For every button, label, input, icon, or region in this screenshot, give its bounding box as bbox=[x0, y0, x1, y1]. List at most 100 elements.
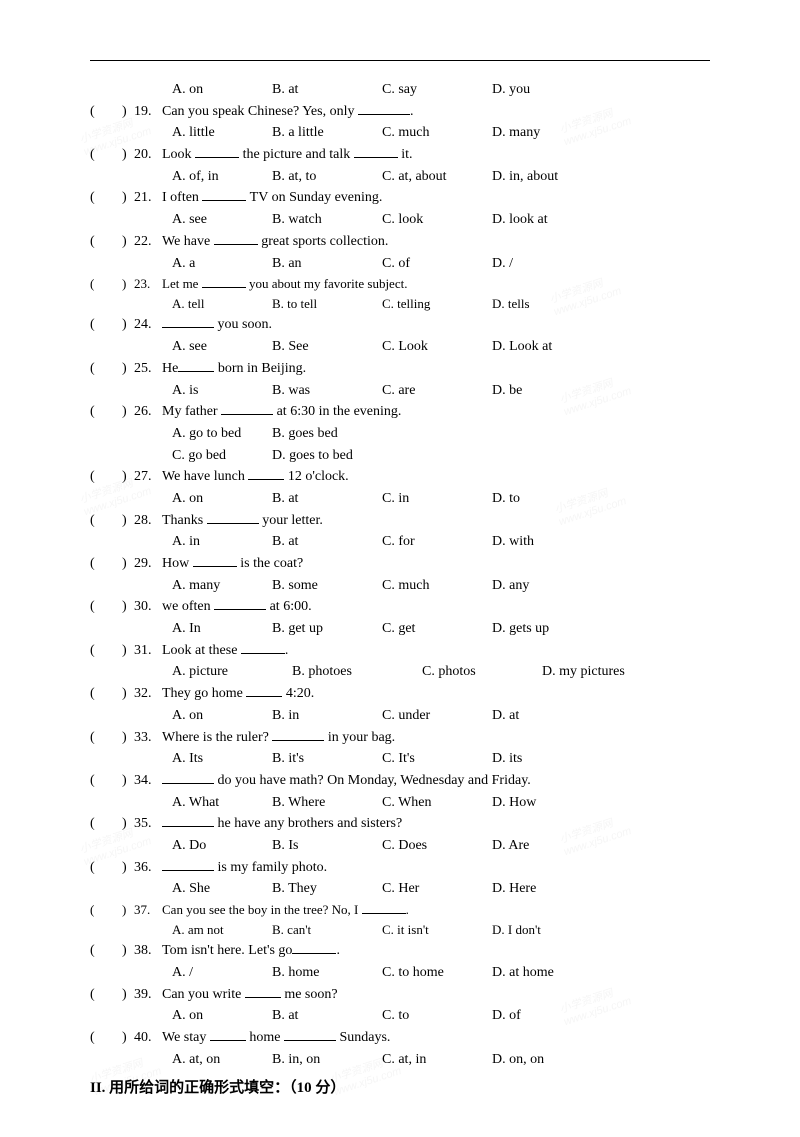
paren-right: ) bbox=[122, 940, 134, 962]
question-number: 30. bbox=[134, 596, 162, 618]
option: C. under bbox=[382, 705, 492, 727]
paren-right: ) bbox=[122, 187, 134, 209]
option: C. it isn't bbox=[382, 920, 492, 940]
option: A. picture bbox=[172, 661, 292, 683]
question-text: Can you speak Chinese? Yes, only . bbox=[162, 101, 710, 123]
paren-right: ) bbox=[122, 857, 134, 879]
paren-left: ( bbox=[90, 466, 98, 488]
options-row: A. DoB. IsC. DoesD. Are bbox=[90, 835, 710, 857]
options-row: A. aB. anC. ofD. / bbox=[90, 253, 710, 275]
question-row: () 19.Can you speak Chinese? Yes, only . bbox=[90, 101, 710, 123]
question-number: 19. bbox=[134, 101, 162, 123]
options-row: A. InB. get upC. getD. gets up bbox=[90, 618, 710, 640]
option: B. Where bbox=[272, 792, 382, 814]
question-number: 39. bbox=[134, 984, 162, 1006]
option: B. watch bbox=[272, 209, 382, 231]
question-text: I often TV on Sunday evening. bbox=[162, 187, 710, 209]
question-text: He born in Beijing. bbox=[162, 358, 710, 380]
option: A. many bbox=[172, 575, 272, 597]
option: D. tells bbox=[492, 294, 592, 314]
option: C. It's bbox=[382, 748, 492, 770]
paren-right: ) bbox=[122, 1027, 134, 1049]
option: D. I don't bbox=[492, 920, 592, 940]
option: C. much bbox=[382, 575, 492, 597]
question-number: 34. bbox=[134, 770, 162, 792]
question-text: he have any brothers and sisters? bbox=[162, 813, 710, 835]
paren-left: ( bbox=[90, 553, 98, 575]
opt-d: D. you bbox=[492, 79, 592, 101]
question-number: 31. bbox=[134, 640, 162, 662]
option: B. home bbox=[272, 962, 382, 984]
question-row: () 21.I often TV on Sunday evening. bbox=[90, 187, 710, 209]
option: D. my pictures bbox=[542, 661, 672, 683]
option: A. In bbox=[172, 618, 272, 640]
question-row: () 25.He born in Beijing. bbox=[90, 358, 710, 380]
option: C. Look bbox=[382, 336, 492, 358]
option: B. at bbox=[272, 1005, 382, 1027]
question-text: is my family photo. bbox=[162, 857, 710, 879]
question-text: Thanks your letter. bbox=[162, 510, 710, 532]
options-row: A. tellB. to tellC. tellingD. tells bbox=[90, 294, 710, 314]
question-text: Can you see the boy in the tree? No, I . bbox=[162, 900, 710, 920]
question-text: We have lunch 12 o'clock. bbox=[162, 466, 710, 488]
question-row: () 35. he have any brothers and sisters? bbox=[90, 813, 710, 835]
option: A. tell bbox=[172, 294, 272, 314]
option: C. Does bbox=[382, 835, 492, 857]
option: D. / bbox=[492, 253, 592, 275]
question-row: () 28.Thanks your letter. bbox=[90, 510, 710, 532]
paren-right: ) bbox=[122, 144, 134, 166]
option: C. at, about bbox=[382, 166, 492, 188]
options-row: A. onB. atC. toD. of bbox=[90, 1005, 710, 1027]
option: C. for bbox=[382, 531, 492, 553]
option: B. an bbox=[272, 253, 382, 275]
question-number: 20. bbox=[134, 144, 162, 166]
option: A. little bbox=[172, 122, 272, 144]
options-row: A. seeB. watchC. lookD. look at bbox=[90, 209, 710, 231]
option: C. at, in bbox=[382, 1049, 492, 1071]
option: D. its bbox=[492, 748, 592, 770]
question-text: My father at 6:30 in the evening. bbox=[162, 401, 710, 423]
opt-c: C. say bbox=[382, 79, 492, 101]
option: B. in bbox=[272, 705, 382, 727]
question-row: () 36. is my family photo. bbox=[90, 857, 710, 879]
question-text: Look at these . bbox=[162, 640, 710, 662]
paren-left: ( bbox=[90, 144, 98, 166]
option: D. to bbox=[492, 488, 592, 510]
paren-left: ( bbox=[90, 274, 98, 294]
question-number: 27. bbox=[134, 466, 162, 488]
question-number: 29. bbox=[134, 553, 162, 575]
paren-left: ( bbox=[90, 231, 98, 253]
paren-left: ( bbox=[90, 640, 98, 662]
question-text: Where is the ruler? in your bag. bbox=[162, 727, 710, 749]
option: A. on bbox=[172, 705, 272, 727]
paren-left: ( bbox=[90, 187, 98, 209]
option: A. of, in bbox=[172, 166, 272, 188]
paren-left: ( bbox=[90, 770, 98, 792]
option: C. to bbox=[382, 1005, 492, 1027]
paren-left: ( bbox=[90, 510, 98, 532]
options-row: A. SheB. TheyC. HerD. Here bbox=[90, 878, 710, 900]
paren-left: ( bbox=[90, 596, 98, 618]
option: B. at bbox=[272, 488, 382, 510]
option: B. at, to bbox=[272, 166, 382, 188]
options-row: A. seeB. SeeC. LookD. Look at bbox=[90, 336, 710, 358]
options-row: A. at, onB. in, onC. at, inD. on, on bbox=[90, 1049, 710, 1071]
option: A. go to bed bbox=[172, 423, 272, 445]
option: C. Her bbox=[382, 878, 492, 900]
paren-right: ) bbox=[122, 596, 134, 618]
paren-right: ) bbox=[122, 401, 134, 423]
option: D. at home bbox=[492, 962, 592, 984]
option: D. on, on bbox=[492, 1049, 592, 1071]
option: A. am not bbox=[172, 920, 272, 940]
option: B. can't bbox=[272, 920, 382, 940]
option: D. Look at bbox=[492, 336, 592, 358]
option: C. look bbox=[382, 209, 492, 231]
paren-right: ) bbox=[122, 984, 134, 1006]
question-text: you soon. bbox=[162, 314, 710, 336]
question-number: 38. bbox=[134, 940, 162, 962]
paren-right: ) bbox=[122, 231, 134, 253]
options-row: C. go bedD. goes to bed bbox=[90, 445, 710, 467]
option: D. gets up bbox=[492, 618, 592, 640]
paren-right: ) bbox=[122, 813, 134, 835]
option: C. much bbox=[382, 122, 492, 144]
